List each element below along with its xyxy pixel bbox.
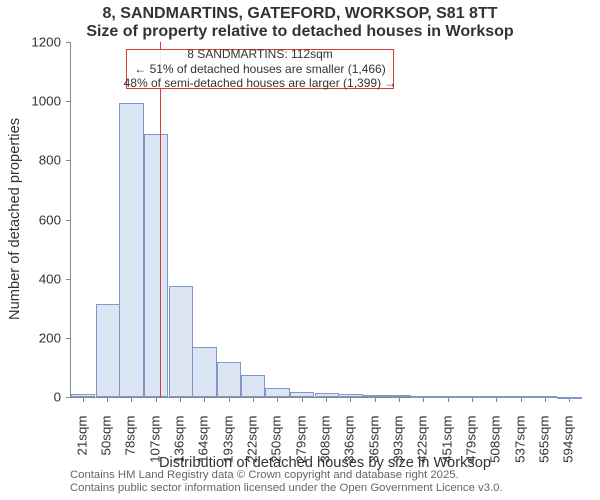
histogram-bar [169, 286, 193, 397]
reference-line [160, 42, 161, 397]
title-line-2: Size of property relative to detached ho… [0, 22, 600, 41]
histogram-bar [533, 396, 557, 398]
histogram-bar [315, 393, 339, 397]
histogram-bar [96, 304, 120, 397]
y-tick-mark [66, 279, 71, 280]
y-tick-mark [66, 101, 71, 102]
annotation-line-3: 48% of semi-detached houses are larger (… [124, 76, 397, 90]
x-tick-mark [375, 397, 376, 402]
x-tick-mark [253, 397, 254, 402]
histogram-bar [290, 392, 314, 397]
y-tick-label: 1200 [0, 35, 61, 50]
x-tick-mark [204, 397, 205, 402]
x-tick-mark [107, 397, 108, 402]
x-tick-mark [423, 397, 424, 402]
credits-line-2: Contains public sector information licen… [70, 482, 503, 496]
annotation-line-1: 8 SANDMARTINS: 112sqm [187, 47, 333, 61]
histogram-bar [338, 394, 362, 397]
y-axis-label: Number of detached properties [7, 120, 23, 320]
histogram-bar [119, 103, 143, 397]
histogram-bar [144, 134, 168, 397]
histogram-bar [484, 396, 508, 398]
y-tick-label: 1000 [0, 94, 61, 109]
y-tick-mark [66, 160, 71, 161]
annotation-box: 8 SANDMARTINS: 112sqm← 51% of detached h… [126, 49, 394, 89]
y-tick-mark [66, 338, 71, 339]
x-tick-mark [229, 397, 230, 402]
plot-area: 8 SANDMARTINS: 112sqm← 51% of detached h… [70, 42, 581, 398]
credits: Contains HM Land Registry data © Crown c… [70, 469, 503, 496]
histogram-bar [217, 362, 241, 398]
y-tick-mark [66, 42, 71, 43]
histogram-bar [241, 375, 265, 397]
x-tick-mark [350, 397, 351, 402]
histogram-bar [411, 396, 435, 398]
histogram-bar [460, 396, 484, 398]
histogram-bar [363, 395, 387, 397]
x-tick-mark [399, 397, 400, 402]
x-tick-mark [156, 397, 157, 402]
y-tick-label: 0 [0, 390, 61, 405]
x-tick-mark [180, 397, 181, 402]
histogram-bar [192, 347, 216, 397]
histogram-bar [71, 394, 95, 397]
y-tick-label: 200 [0, 330, 61, 345]
x-tick-mark [326, 397, 327, 402]
x-tick-mark [131, 397, 132, 402]
histogram-bar [265, 388, 289, 397]
x-tick-mark [302, 397, 303, 402]
histogram-bar [509, 396, 533, 398]
annotation-line-2: ← 51% of detached houses are smaller (1,… [134, 62, 385, 76]
y-tick-mark [66, 220, 71, 221]
title-line-1: 8, SANDMARTINS, GATEFORD, WORKSOP, S81 8… [0, 4, 600, 23]
y-tick-mark [66, 397, 71, 398]
histogram-bar [436, 396, 460, 398]
histogram-bar [557, 397, 581, 399]
x-tick-mark [277, 397, 278, 402]
x-tick-mark [83, 397, 84, 402]
histogram-bar [387, 395, 411, 397]
credits-line-1: Contains HM Land Registry data © Crown c… [70, 469, 503, 483]
